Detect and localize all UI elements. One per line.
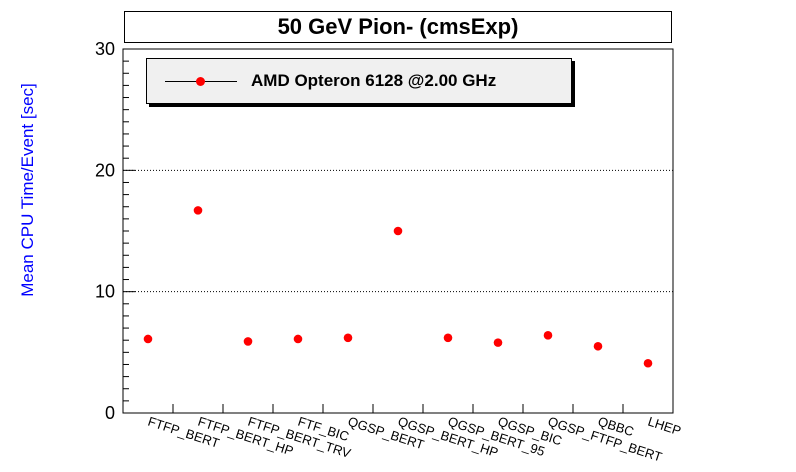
x-tick-label: LHEP — [646, 414, 683, 439]
data-point — [143, 334, 153, 344]
data-point — [393, 226, 403, 236]
data-point — [443, 333, 453, 343]
y-tick-label: 0 — [105, 403, 115, 423]
legend-dot-marker — [196, 77, 205, 86]
y-tick-label: 30 — [95, 39, 115, 59]
y-tick-label: 10 — [95, 282, 115, 302]
chart-title-text: 50 GeV Pion- (cmsExp) — [277, 14, 519, 39]
data-point — [243, 337, 253, 346]
data-point — [193, 206, 203, 215]
data-point — [593, 341, 603, 351]
y-axis: 0 10 20 30 — [95, 39, 135, 423]
data-point — [293, 334, 303, 344]
data-point — [493, 338, 503, 347]
legend: AMD Opteron 6128 @2.00 GHz — [146, 58, 572, 104]
data-point — [343, 333, 353, 343]
chart-title: 50 GeV Pion- (cmsExp) — [124, 11, 672, 43]
y-tick-label: 20 — [95, 160, 115, 180]
data-points — [143, 206, 653, 368]
data-point — [643, 358, 653, 368]
data-point — [543, 331, 553, 340]
y-axis-label: Mean CPU Time/Event [sec] — [18, 83, 37, 297]
legend-entry: AMD Opteron 6128 @2.00 GHz — [251, 71, 497, 90]
